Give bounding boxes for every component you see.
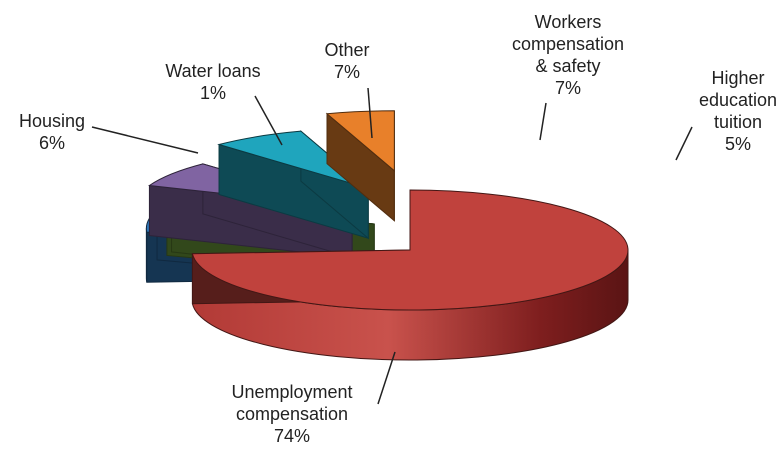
leader-line-workers-compensation-safety	[539, 102, 547, 141]
pie-slice-workers-compensation-safety	[217, 130, 369, 240]
leader-line-higher-education-tuition	[675, 126, 693, 161]
leader-line-housing	[91, 126, 199, 154]
pie-slice-unemployment-compensation	[191, 189, 629, 361]
slice-label-workers-compensation-safety: Workers compensation & safety 7%	[512, 12, 624, 98]
leader-line-unemployment-compensation	[377, 351, 396, 405]
slice-label-other: Other 7%	[324, 40, 369, 82]
leader-line-water-loans	[254, 95, 283, 146]
leader-line-other	[367, 87, 373, 139]
slice-label-housing: Housing 6%	[19, 111, 85, 153]
slice-label-higher-education-tuition: Higher education tuition 5%	[699, 68, 777, 154]
pie-slice-higher-education-tuition	[325, 110, 395, 222]
slice-label-water-loans: Water loans 1%	[165, 61, 260, 103]
slice-label-unemployment-compensation: Unemployment compensation 74%	[231, 382, 352, 446]
